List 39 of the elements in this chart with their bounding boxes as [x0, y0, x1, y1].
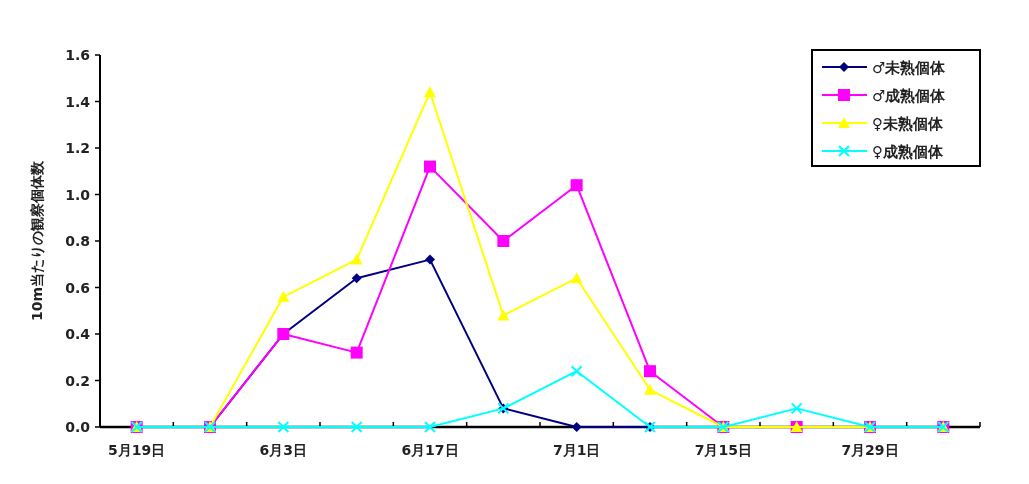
point: [570, 179, 583, 192]
point: [277, 290, 290, 302]
point: [350, 253, 363, 265]
x-tick-label: 6月3日: [259, 442, 308, 458]
point: [790, 402, 803, 415]
point: [424, 421, 436, 433]
y-axis-title: 10m当たりの観察個体数: [29, 159, 45, 322]
y-tick-label: 0.4: [65, 326, 91, 342]
point: [277, 421, 290, 433]
point: [425, 254, 435, 265]
point: [350, 421, 363, 433]
y-tick-label: 0.2: [65, 372, 90, 389]
y-tick-label: 1.6: [65, 47, 90, 63]
x-tick-label: 5月19日: [108, 442, 166, 458]
point: [424, 86, 436, 98]
legend-label: ♂未熟個体: [872, 59, 947, 77]
legend-label: ♀未熟個体: [872, 115, 944, 133]
point: [351, 273, 362, 284]
legend-label: ♀成熟個体: [872, 143, 944, 161]
point: [497, 235, 510, 247]
point: [424, 160, 436, 173]
x-tick-label: 7月1日: [552, 442, 601, 458]
x-tick-label: 7月15日: [694, 442, 752, 458]
y-tick-label: 1.0: [65, 186, 91, 203]
point: [570, 365, 583, 378]
y-tick-label: 1.2: [65, 140, 90, 156]
point: [644, 383, 656, 395]
y-tick-label: 0.8: [65, 233, 90, 249]
x-tick-label: 6月17日: [401, 442, 459, 458]
point: [497, 309, 510, 321]
point: [644, 365, 656, 378]
point: [571, 422, 582, 432]
legend-label: ♂成熟個体: [872, 87, 947, 105]
y-tick-label: 0.0: [65, 419, 91, 435]
y-tick-label: 0.6: [65, 279, 90, 296]
point: [570, 272, 583, 284]
y-tick-label: 1.4: [65, 93, 91, 110]
point: [350, 346, 363, 359]
x-tick-label: 7月29日: [841, 442, 899, 458]
